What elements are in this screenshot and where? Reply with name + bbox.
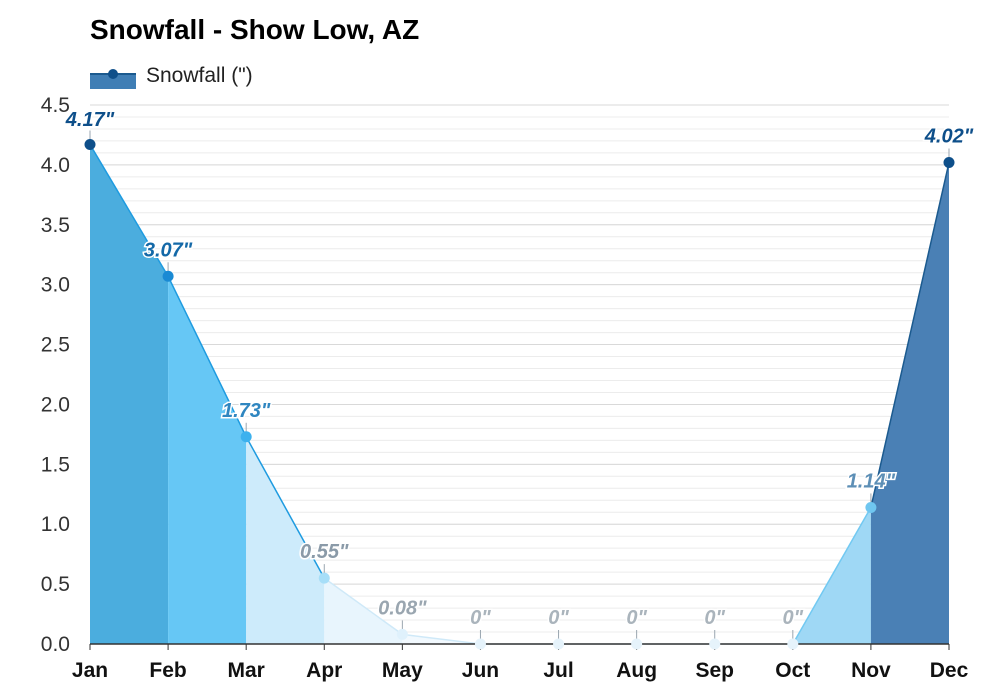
legend-swatch-icon — [90, 63, 136, 89]
data-point — [787, 638, 799, 650]
y-tick-label: 4.0 — [41, 154, 70, 177]
x-tick-label: Dec — [930, 659, 969, 682]
x-tick-label: May — [382, 659, 423, 682]
y-tick-label: 3.5 — [41, 214, 70, 237]
data-label: 0" — [548, 607, 569, 629]
data-label: 1.14" — [847, 470, 896, 492]
area-segment — [870, 162, 949, 644]
data-label: 0.55" — [300, 541, 349, 563]
y-tick-label: 0.0 — [41, 633, 70, 656]
y-tick-label: 3.0 — [41, 274, 70, 297]
x-tick-label: Jun — [462, 659, 499, 682]
x-tick-label: Feb — [149, 659, 186, 682]
data-label: 4.02" — [924, 125, 974, 147]
legend[interactable]: Snowfall (") — [90, 62, 253, 90]
axes: 0.0 0.5 1.0 1.5 2.0 2.5 3.0 3.5 4.0 4.5 Jan Feb Mar A… — [41, 94, 969, 682]
y-tick-label: 0.5 — [41, 573, 70, 596]
data-point — [84, 139, 96, 151]
area-segment — [324, 578, 403, 644]
data-label: 1.73" — [222, 400, 271, 422]
data-label: 0" — [704, 607, 725, 629]
series-line-segment — [167, 275, 247, 438]
data-point — [865, 501, 877, 513]
data-label: 3.07" — [144, 239, 193, 261]
area-segment — [168, 276, 247, 644]
data-labels: 4.17" 3.07" 1.73" 0.55" 0.08" 0" 0" 0" 0" 0" 1.14"… — [63, 108, 975, 631]
data-label: 4.17" — [65, 109, 115, 131]
data-label: 0" — [783, 607, 804, 629]
data-point — [553, 638, 565, 650]
data-points — [84, 130, 955, 650]
data-point — [474, 638, 486, 650]
data-point — [943, 156, 955, 168]
y-tick-label: 2.0 — [41, 393, 70, 416]
x-tick-label: Jul — [543, 659, 573, 682]
data-label: 0" — [626, 607, 647, 629]
y-tick-label: 4.5 — [41, 94, 70, 117]
legend-label: Snowfall (") — [146, 64, 253, 87]
area-fills — [90, 144, 949, 644]
series-line-segment — [89, 144, 169, 277]
x-tick-label: Mar — [228, 659, 265, 682]
series-line-segment — [245, 436, 325, 579]
x-tick-label: Sep — [695, 659, 734, 682]
data-point — [709, 638, 721, 650]
data-label: 0.08" — [378, 597, 427, 619]
data-point — [631, 638, 643, 650]
area-segment — [90, 144, 169, 644]
x-tick-label: Oct — [775, 659, 810, 682]
chart-title: Snowfall - Show Low, AZ — [90, 14, 420, 45]
y-tick-label: 2.5 — [41, 334, 70, 357]
data-label: 0" — [470, 607, 491, 629]
x-tick-label: Apr — [306, 659, 342, 682]
x-tick-label: Jan — [72, 659, 108, 682]
data-point — [162, 270, 174, 282]
y-tick-label: 1.5 — [41, 453, 70, 476]
y-tick-label: 1.0 — [41, 513, 70, 536]
data-point — [318, 572, 330, 584]
data-point — [396, 628, 408, 640]
x-tick-label: Aug — [616, 659, 657, 682]
series-line-segment — [402, 633, 481, 645]
area-segment — [246, 436, 325, 644]
series-line-segment — [792, 507, 872, 645]
data-point — [240, 431, 252, 443]
series-line-segment — [870, 162, 950, 508]
x-tick-label: Nov — [851, 659, 891, 682]
series-line-segment — [323, 577, 403, 636]
